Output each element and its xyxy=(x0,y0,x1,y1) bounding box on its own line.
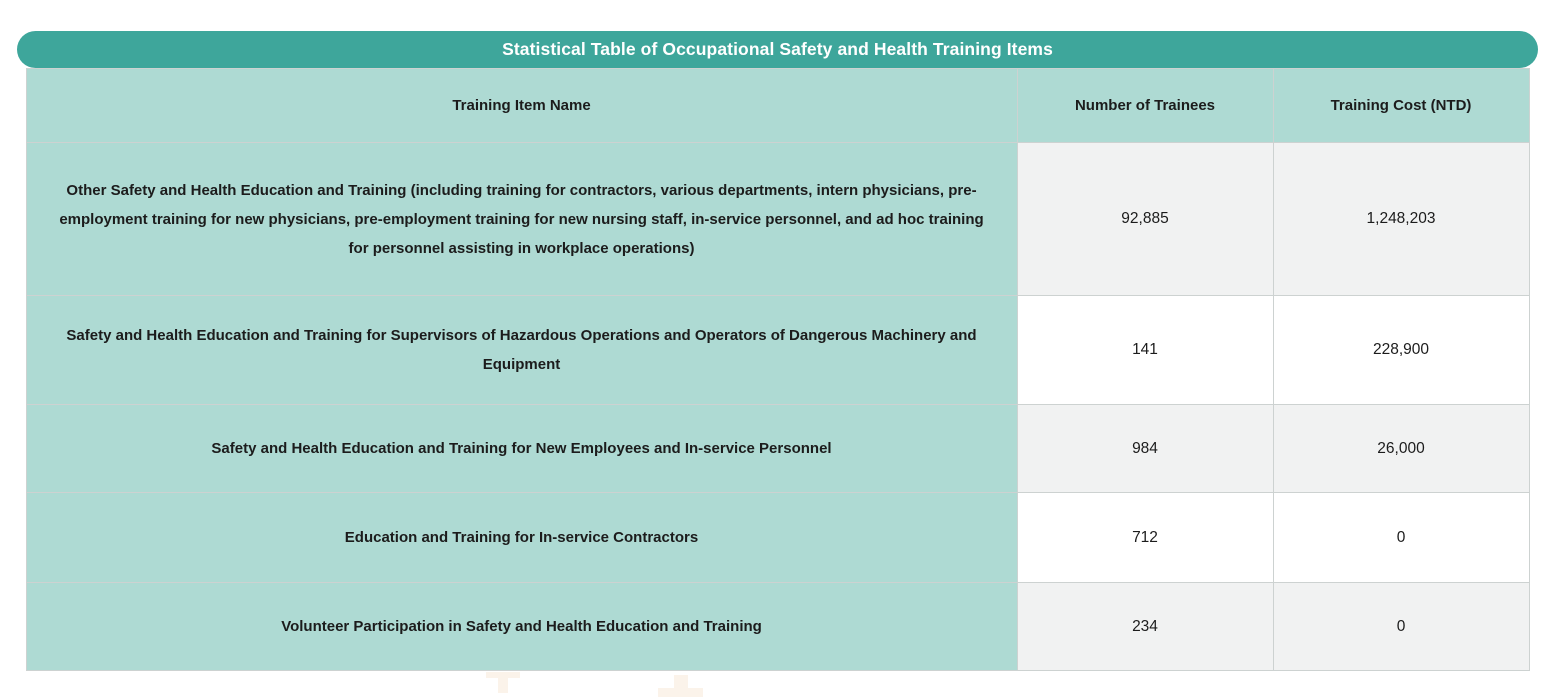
column-header-training-item-name: Training Item Name xyxy=(25,68,1018,143)
table-row: Safety and Health Education and Training… xyxy=(25,404,1530,493)
training-item-name-cell: Volunteer Participation in Safety and He… xyxy=(25,582,1018,671)
header-row: Training Item Name Number of Trainees Tr… xyxy=(25,68,1530,143)
training-cost-cell: 26,000 xyxy=(1272,404,1530,493)
trainees-count-cell: 92,885 xyxy=(1016,142,1274,296)
training-item-name-cell: Safety and Health Education and Training… xyxy=(25,295,1018,405)
table-title-bar: Statistical Table of Occupational Safety… xyxy=(17,31,1538,68)
trainees-count-cell: 141 xyxy=(1016,295,1274,405)
training-cost-cell: 1,248,203 xyxy=(1272,142,1530,296)
trainees-count-cell: 234 xyxy=(1016,582,1274,671)
table-row: Safety and Health Education and Training… xyxy=(25,295,1530,405)
column-header-number-of-trainees: Number of Trainees xyxy=(1016,68,1274,143)
training-item-name-cell: Other Safety and Health Education and Tr… xyxy=(25,142,1018,296)
training-item-name-cell: Education and Training for In-service Co… xyxy=(25,492,1018,583)
training-cost-cell: 0 xyxy=(1272,492,1530,583)
column-header-training-cost: Training Cost (NTD) xyxy=(1272,68,1530,143)
table-row: Other Safety and Health Education and Tr… xyxy=(25,142,1530,296)
training-cost-cell: 0 xyxy=(1272,582,1530,671)
training-item-name-cell: Safety and Health Education and Training… xyxy=(25,404,1018,493)
trainees-count-cell: 984 xyxy=(1016,404,1274,493)
trainees-count-cell: 712 xyxy=(1016,492,1274,583)
table-title: Statistical Table of Occupational Safety… xyxy=(502,39,1053,59)
table-row: Education and Training for In-service Co… xyxy=(25,492,1530,583)
training-cost-cell: 228,900 xyxy=(1272,295,1530,405)
training-items-table: Training Item Name Number of Trainees Tr… xyxy=(25,68,1530,671)
statistics-table-panel: Statistical Table of Occupational Safety… xyxy=(17,31,1538,671)
table-row: Volunteer Participation in Safety and He… xyxy=(25,582,1530,671)
